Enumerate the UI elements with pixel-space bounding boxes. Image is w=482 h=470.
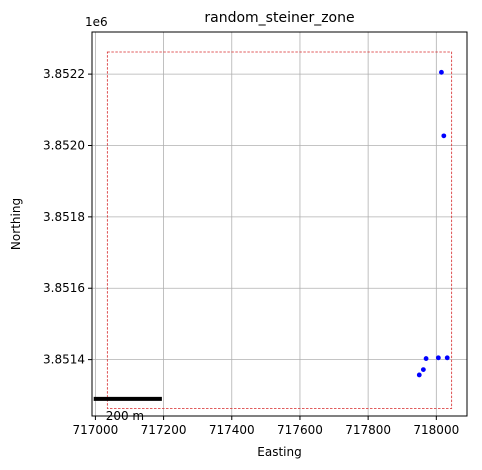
y-tick-label: 3.8522 (43, 67, 85, 81)
data-point (416, 372, 422, 378)
y-tick-label: 3.8516 (43, 281, 85, 295)
zone-boundary-group (106, 51, 453, 409)
x-axis-ticks: 717000 717200 717400 717600 717800 718000 (73, 416, 459, 437)
chart-title: random_steiner_zone (204, 10, 354, 26)
data-point (435, 355, 441, 361)
zone-boundary (106, 51, 453, 409)
x-tick-label: 717600 (277, 423, 323, 437)
data-point (420, 367, 426, 373)
x-tick-label: 718000 (413, 423, 459, 437)
x-tick-label: 717800 (345, 423, 391, 437)
grid (92, 32, 467, 416)
data-point (439, 69, 444, 75)
y-tick-label: 3.8520 (43, 138, 85, 152)
data-point (423, 356, 429, 361)
y-axis-ticks: 3.8514 3.8516 3.8518 3.8520 3.8522 (43, 67, 92, 367)
x-tick-label: 717400 (209, 423, 255, 437)
y-axis-label: Northing (9, 198, 23, 250)
y-tick-label: 3.8518 (43, 210, 85, 224)
y-tick-label: 3.8514 (43, 353, 85, 367)
points-group (416, 69, 450, 378)
data-point (441, 133, 447, 139)
data-point (444, 355, 450, 361)
y-axis-offset-label: 1e6 (85, 15, 108, 29)
x-axis-label: Easting (257, 445, 301, 459)
plot-frame (91, 31, 468, 417)
x-tick-label: 717000 (73, 423, 119, 437)
x-tick-label: 717200 (141, 423, 187, 437)
